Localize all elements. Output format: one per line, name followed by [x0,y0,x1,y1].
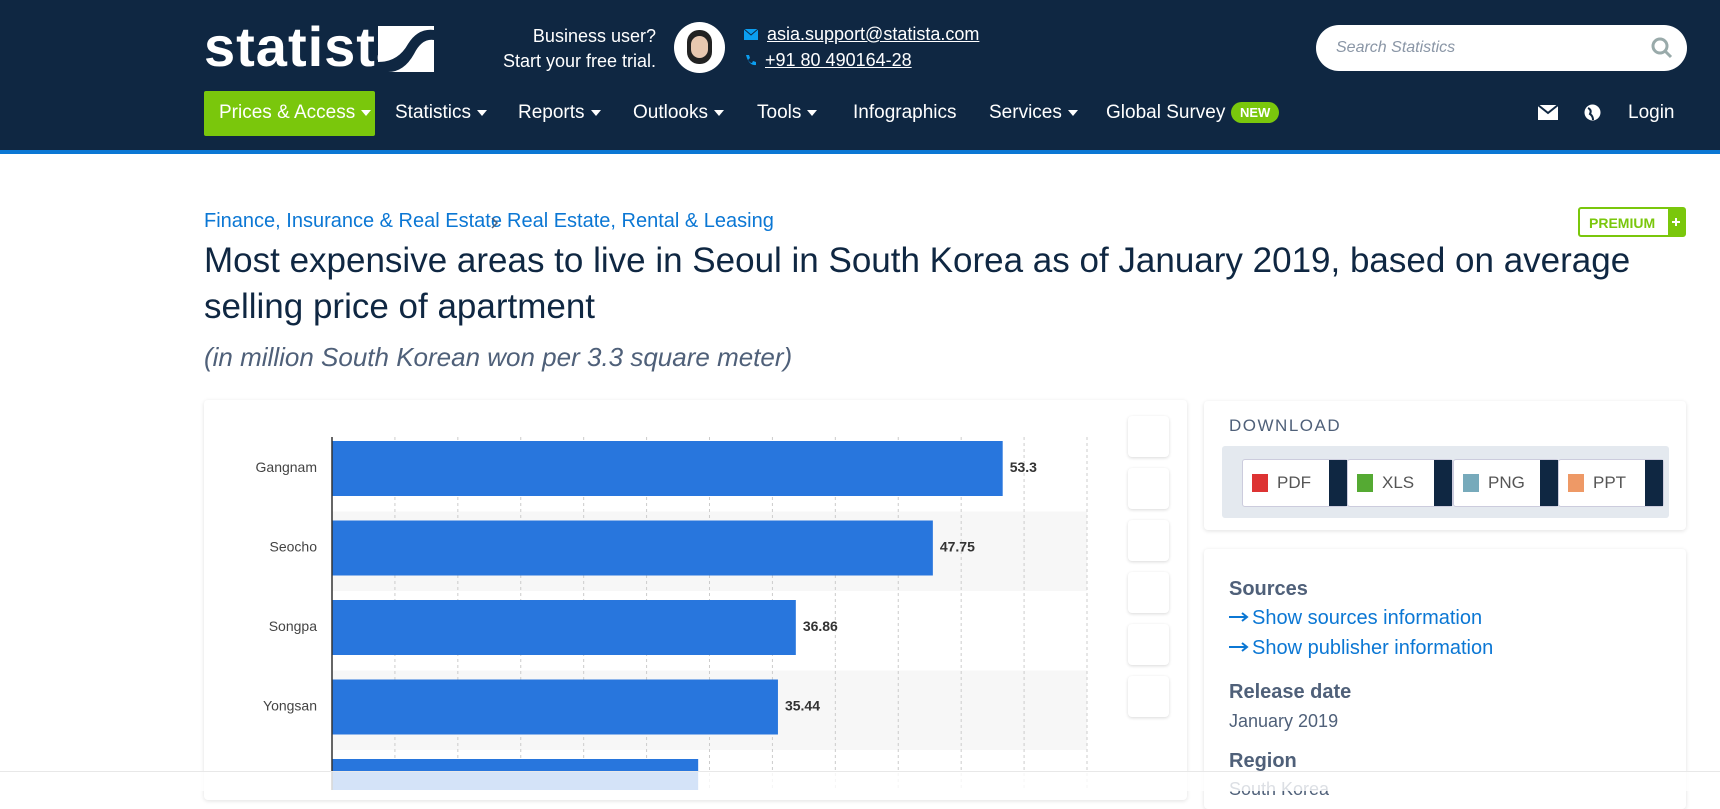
nav-label: Tools [757,102,802,123]
trial-promo[interactable]: Business user? Start your free trial. [480,24,656,74]
mail-nav-icon[interactable] [1538,105,1558,120]
arrow-icon [1229,642,1249,652]
premium-text: PREMIUM [1589,215,1656,231]
nav-label: Global Survey [1106,102,1226,123]
phone-link[interactable]: +91 80 490164-28 [765,50,912,70]
nav-item[interactable]: Statistics [395,102,488,124]
share-button[interactable] [1128,572,1169,613]
search-box[interactable]: Search Statistics [1316,25,1687,71]
mail-icon [744,29,758,40]
format-label: PPT [1593,473,1627,492]
category-label: Gangnam [256,459,317,475]
category-label: Songpa [269,618,317,634]
favorite-button[interactable] [1128,416,1169,457]
login-link[interactable]: Login [1628,102,1675,123]
search-icon [1651,37,1673,59]
xls-button[interactable]: XLS [1347,459,1453,507]
logo[interactable]: statista [204,15,409,78]
download-heading: DOWNLOAD [1229,416,1342,435]
sources-heading: Sources [1229,578,1308,600]
nav-item[interactable]: Outlooks [633,102,724,124]
page-title: Most expensive areas to live in Seoul in… [204,241,1631,326]
category-label: Yongsan [263,698,317,714]
bar [332,679,778,735]
subtitle: (in million South Korean won per 3.3 squ… [204,342,793,372]
breadcrumb-link[interactable]: Finance, Insurance & Real Estate [204,210,502,232]
nav-label: Prices & Access [219,102,356,123]
avatar [674,22,725,73]
nav-item[interactable]: Tools [757,102,818,124]
logo-mark [378,26,434,72]
business-text: Business user? [532,26,656,46]
prices-button[interactable] [204,91,375,136]
value-label: 36.86 [803,618,838,634]
premium-badge[interactable]: PREMIUM [1578,207,1686,237]
trial-text: Start your free trial. [502,51,656,71]
email-link[interactable]: asia.support@statista.com [767,24,980,44]
category-label: Seocho [270,539,318,555]
info-card [1204,549,1686,809]
nav-label: Services [989,102,1062,123]
value-label: 47.75 [940,539,975,555]
plus-icon [1668,209,1684,235]
bar [332,520,933,576]
breadcrumb-sep [491,217,499,229]
format-label: PDF [1277,473,1311,492]
value-label: 53.3 [1010,459,1037,475]
format-label: PNG [1488,473,1525,492]
format-label: XLS [1382,473,1415,492]
nav-item[interactable]: Reports [518,102,601,124]
ppt-button[interactable]: PPT [1558,459,1664,507]
alert-button[interactable] [1128,468,1169,509]
nav-label: Statistics [395,102,472,123]
publisher-link[interactable]: Show publisher information [1252,637,1494,659]
chart: Gangnam 53.3 Seocho 47.75 Songpa 36.86 Yongsan… [256,437,1088,790]
pdf-button[interactable]: PDF [1242,459,1348,507]
new-badge: NEW [1231,102,1280,123]
nav-item[interactable]: Global Survey [1106,102,1225,124]
globe-icon[interactable] [1584,104,1601,121]
sources-link[interactable]: Show sources information [1252,607,1483,629]
release-value: January 2019 [1229,711,1339,731]
nav-label: Outlooks [633,102,708,123]
release-heading: Release date [1229,681,1352,703]
search-placeholder: Search Statistics [1336,39,1456,56]
bar [332,441,1003,496]
arrow-icon [1229,612,1249,622]
cite-button[interactable] [1128,624,1169,665]
phone-icon [746,55,756,66]
nav-item[interactable]: Prices & Access [219,102,372,124]
bottom-bar [0,771,1720,791]
nav-label: Infographics [853,102,957,123]
settings-button[interactable] [1128,520,1169,561]
value-label: 35.44 [785,698,820,714]
nav-item[interactable]: Services [989,102,1078,124]
breadcrumb-link[interactable]: Real Estate, Rental & Leasing [507,210,774,232]
nav-item[interactable]: Infographics [853,102,957,124]
nav-label: Reports [518,102,585,123]
png-button[interactable]: PNG [1453,459,1559,507]
print-button[interactable] [1128,676,1169,717]
region-heading: Region [1229,750,1297,772]
bar [332,600,796,655]
